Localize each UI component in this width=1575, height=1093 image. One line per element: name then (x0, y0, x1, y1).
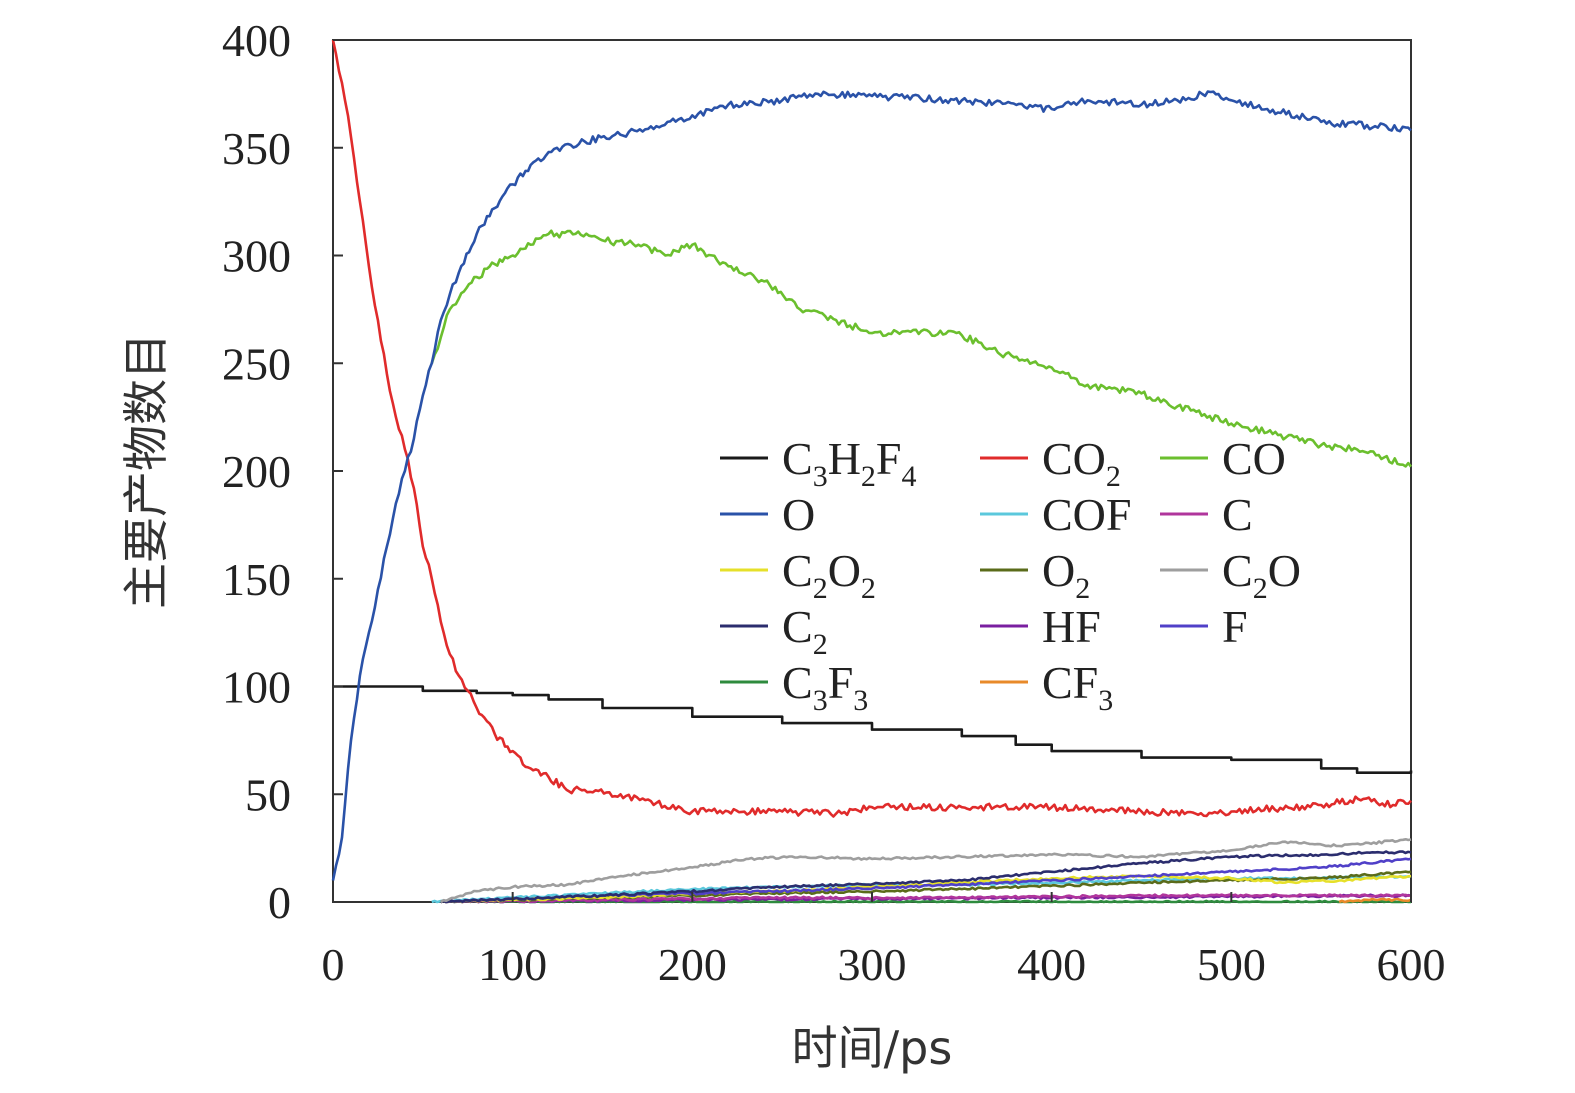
x-tick-label: 500 (1197, 939, 1266, 990)
y-tick-label: 250 (222, 338, 291, 389)
legend-label-o: O (782, 489, 815, 540)
y-tick-label: 300 (222, 231, 291, 282)
legend-label-part: C (782, 545, 813, 596)
legend-label-part: O (1042, 545, 1075, 596)
y-axis-title: 主要产物数目 (119, 333, 173, 609)
y-tick-label: 350 (222, 123, 291, 174)
legend-label-part: 2 (1075, 572, 1090, 605)
legend-label-cf3: CF3 (1042, 657, 1113, 717)
legend-label-part: F (876, 433, 902, 484)
legend-label-part: 2 (1253, 572, 1268, 605)
legend-label-cof: COF (1042, 489, 1131, 540)
legend-label-part: 2 (1106, 460, 1121, 493)
legend-label-part: 3 (1098, 684, 1113, 717)
series-line-co2 (331, 39, 1412, 818)
legend-label-part: CO (1042, 433, 1106, 484)
legend-label-part: 2 (861, 460, 876, 493)
y-tick-label: 150 (222, 554, 291, 605)
legend-label-co2: CO2 (1042, 433, 1121, 493)
x-tick-label: 400 (1017, 939, 1086, 990)
series-line-c3h2f4 (333, 685, 1413, 774)
series-line-cf3 (1338, 897, 1412, 904)
axis-layer: 0 100 200 300 400 500 600 0 50 100 150 200 250 300 350… (222, 15, 1446, 990)
legend-label-part: 4 (902, 460, 917, 493)
legend-label-part: C (782, 657, 813, 708)
legend-label-c2: C2 (782, 601, 828, 661)
x-tick-label: 200 (658, 939, 727, 990)
y-tick-label: 100 (222, 662, 291, 713)
legend-label-part: 2 (813, 628, 828, 661)
legend-label-f: F (1222, 601, 1248, 652)
legend-label-co: CO (1222, 433, 1286, 484)
series-line-c2 (440, 850, 1412, 904)
legend-label-part: O (1268, 545, 1301, 596)
legend-label-c3f3: C3F3 (782, 657, 868, 717)
legend-label-o2: O2 (1042, 545, 1090, 605)
series-line-c2o (440, 838, 1412, 904)
legend-label-part: F (1222, 601, 1248, 652)
legend-label-part: 2 (861, 572, 876, 605)
series-line-c (440, 893, 1412, 904)
legend-label-part: C (782, 433, 813, 484)
x-axis-title: 时间/ps (792, 1021, 953, 1075)
x-tick-label: 0 (322, 939, 345, 990)
y-tick-label: 0 (268, 877, 291, 928)
y-tick-label: 400 (222, 15, 291, 66)
legend-label-part: 3 (813, 460, 828, 493)
series-layer (331, 39, 1413, 904)
y-tick-label: 200 (222, 446, 291, 497)
legend-label-part: COF (1042, 489, 1131, 540)
legend-label-part: C (782, 601, 813, 652)
legend-label-part: CF (1042, 657, 1098, 708)
x-tick-label: 300 (838, 939, 907, 990)
legend-label-part: O (828, 545, 861, 596)
legend-label-c: C (1222, 489, 1253, 540)
legend-label-part: H (828, 433, 861, 484)
x-tick-label: 100 (478, 939, 547, 990)
legend-label-part: O (782, 489, 815, 540)
legend-label-part: F (828, 657, 854, 708)
legend-label-part: C (1222, 489, 1253, 540)
legend-label-part: C (1222, 545, 1253, 596)
legend-label-hf: HF (1042, 601, 1101, 652)
legend-label-c2o: C2O (1222, 545, 1301, 605)
x-tick-label: 600 (1377, 939, 1446, 990)
series-line-o (331, 90, 1412, 881)
legend-label-part: HF (1042, 601, 1101, 652)
legend-label-c2o2: C2O2 (782, 545, 876, 605)
legend-label-part: 3 (853, 684, 868, 717)
legend-label-c3h2f4: C3H2F4 (782, 433, 917, 493)
legend-label-part: CO (1222, 433, 1286, 484)
series-line-co (430, 229, 1413, 468)
y-tick-label: 50 (245, 769, 291, 820)
legend-label-part: 3 (813, 684, 828, 717)
legend-label-part: 2 (813, 572, 828, 605)
